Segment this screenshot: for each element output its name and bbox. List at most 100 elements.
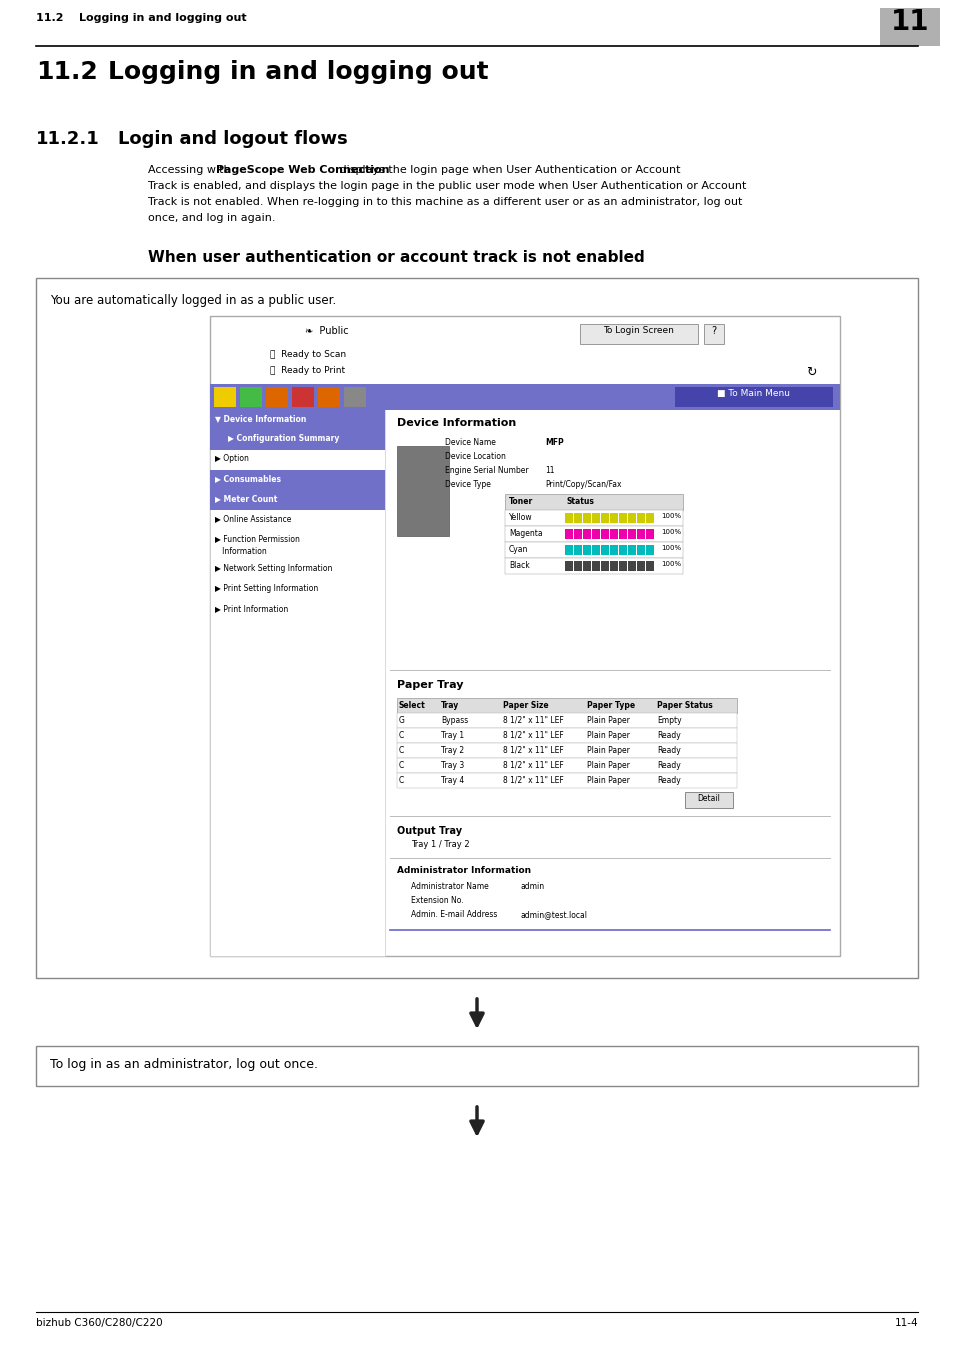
Text: 11.2    Logging in and logging out: 11.2 Logging in and logging out <box>36 14 247 23</box>
Bar <box>574 545 581 555</box>
Text: ▶ Network Setting Information: ▶ Network Setting Information <box>214 564 332 572</box>
Bar <box>645 545 654 555</box>
Bar <box>504 541 682 558</box>
Bar <box>213 387 235 406</box>
Text: MFP: MFP <box>544 437 563 447</box>
Bar <box>210 383 840 410</box>
Text: 8 1/2" x 11" LEF: 8 1/2" x 11" LEF <box>502 730 563 740</box>
Bar <box>36 1046 917 1085</box>
Text: Plain Paper: Plain Paper <box>586 761 629 770</box>
Text: 100%: 100% <box>660 545 680 551</box>
Text: C: C <box>398 730 404 740</box>
Text: Bypass: Bypass <box>440 716 468 725</box>
Text: Empty: Empty <box>657 716 680 725</box>
Bar <box>618 562 626 571</box>
Bar <box>396 743 737 757</box>
Text: 11: 11 <box>544 466 554 475</box>
Text: Plain Paper: Plain Paper <box>586 716 629 725</box>
Bar <box>396 757 737 774</box>
Bar <box>564 529 573 539</box>
Bar <box>609 562 618 571</box>
Text: Paper Tray: Paper Tray <box>396 680 463 690</box>
Text: Print/Copy/Scan/Fax: Print/Copy/Scan/Fax <box>544 481 620 489</box>
Bar <box>210 316 840 956</box>
Bar <box>600 562 608 571</box>
Bar <box>637 545 644 555</box>
Bar <box>266 387 288 406</box>
Text: Paper Type: Paper Type <box>586 701 635 710</box>
Text: ▶ Meter Count: ▶ Meter Count <box>214 494 277 504</box>
Bar <box>703 324 723 344</box>
Text: Plain Paper: Plain Paper <box>586 747 629 755</box>
Text: Output Tray: Output Tray <box>396 826 461 836</box>
Bar <box>396 698 737 713</box>
Bar <box>504 494 682 510</box>
Bar <box>564 513 573 522</box>
Text: ▶ Function Permission: ▶ Function Permission <box>214 535 299 543</box>
Text: Paper Status: Paper Status <box>657 701 712 710</box>
Text: admin: admin <box>520 882 544 891</box>
Bar <box>210 410 385 956</box>
Text: displays the login page when User Authentication or Account: displays the login page when User Authen… <box>335 165 680 176</box>
Text: Plain Paper: Plain Paper <box>586 776 629 784</box>
Text: Engine Serial Number: Engine Serial Number <box>444 466 528 475</box>
Bar <box>684 792 732 809</box>
Text: Administrator Name: Administrator Name <box>411 882 488 891</box>
Bar <box>504 558 682 574</box>
Text: 8 1/2" x 11" LEF: 8 1/2" x 11" LEF <box>502 761 563 770</box>
Bar <box>627 562 636 571</box>
Bar <box>637 529 644 539</box>
Text: Ready: Ready <box>657 776 680 784</box>
Text: bizhub C360/C280/C220: bizhub C360/C280/C220 <box>36 1318 162 1328</box>
Bar <box>627 513 636 522</box>
Bar <box>592 529 599 539</box>
Bar <box>609 513 618 522</box>
Bar <box>36 278 917 977</box>
Text: Status: Status <box>566 497 595 506</box>
Text: Tray 3: Tray 3 <box>440 761 464 770</box>
Bar <box>618 513 626 522</box>
Text: Accessing with: Accessing with <box>148 165 233 176</box>
Text: ↻: ↻ <box>805 366 816 379</box>
Bar <box>582 562 590 571</box>
Text: Device Type: Device Type <box>444 481 491 489</box>
Text: When user authentication or account track is not enabled: When user authentication or account trac… <box>148 250 644 265</box>
Bar <box>504 510 682 526</box>
Text: ▶ Online Assistance: ▶ Online Assistance <box>214 514 291 522</box>
Text: Detail: Detail <box>697 794 720 803</box>
Bar <box>600 545 608 555</box>
Text: To Login Screen: To Login Screen <box>603 325 674 335</box>
Text: admin@test.local: admin@test.local <box>520 910 587 919</box>
Text: ▶ Print Setting Information: ▶ Print Setting Information <box>214 585 318 593</box>
Bar <box>574 513 581 522</box>
Text: 100%: 100% <box>660 513 680 518</box>
Bar <box>592 513 599 522</box>
Bar <box>600 529 608 539</box>
Text: Login and logout flows: Login and logout flows <box>118 130 348 148</box>
Text: Plain Paper: Plain Paper <box>586 730 629 740</box>
Text: Logging in and logging out: Logging in and logging out <box>108 59 488 84</box>
Text: ▶ Print Information: ▶ Print Information <box>214 603 288 613</box>
Text: Cyan: Cyan <box>509 545 528 554</box>
Text: Select: Select <box>398 701 425 710</box>
Text: ▶ Configuration Summary: ▶ Configuration Summary <box>228 433 339 443</box>
Text: ❧  Public: ❧ Public <box>305 325 348 336</box>
Text: Track is enabled, and displays the login page in the public user mode when User : Track is enabled, and displays the login… <box>148 181 745 190</box>
Text: ⎙  Ready to Print: ⎙ Ready to Print <box>270 366 345 375</box>
Text: Tray 4: Tray 4 <box>440 776 464 784</box>
Text: Administrator Information: Administrator Information <box>396 865 531 875</box>
Bar <box>582 529 590 539</box>
Text: ▶ Consumables: ▶ Consumables <box>214 474 281 483</box>
Bar <box>600 513 608 522</box>
Bar <box>396 446 449 536</box>
Bar <box>609 529 618 539</box>
Text: 8 1/2" x 11" LEF: 8 1/2" x 11" LEF <box>502 776 563 784</box>
Text: Extension No.: Extension No. <box>411 896 463 905</box>
Text: Tray 2: Tray 2 <box>440 747 464 755</box>
Text: ⎙  Ready to Scan: ⎙ Ready to Scan <box>270 350 346 359</box>
Text: Paper Size: Paper Size <box>502 701 548 710</box>
Bar <box>504 526 682 541</box>
Bar <box>564 545 573 555</box>
Text: 100%: 100% <box>660 562 680 567</box>
Text: Tray 1: Tray 1 <box>440 730 464 740</box>
